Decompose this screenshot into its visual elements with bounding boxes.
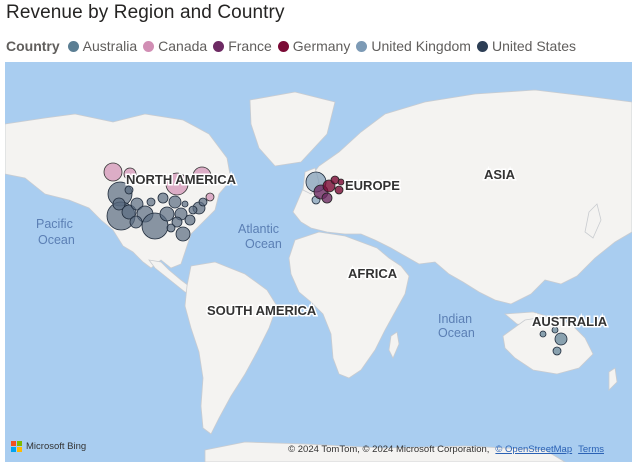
label-north-america: NORTH AMERICA [126,172,237,187]
bubble-canada[interactable] [205,192,215,202]
bubble-united-states[interactable] [129,215,143,229]
legend-marker [213,40,225,52]
bubble-united-states[interactable] [171,216,183,228]
bubble-united-states[interactable] [112,197,126,211]
africa-shape [288,231,410,379]
label-atlantic-ocean-1: Atlantic [238,222,279,236]
bubble-united-states[interactable] [175,226,191,242]
bubble-united-states[interactable] [157,192,169,204]
bubble-united-states[interactable] [166,223,176,233]
japan-shape [584,203,602,239]
legend-item-united-kingdom[interactable]: United Kingdom [356,38,471,54]
legend-marker [277,40,289,52]
legend-marker [143,40,155,52]
bubble-united-states[interactable] [188,205,198,215]
terms-link[interactable]: Terms [578,444,604,455]
bubble-australia[interactable] [552,346,562,356]
greenland-shape [249,91,336,167]
legend-label: France [228,38,272,54]
bing-label: Microsoft Bing [26,441,87,452]
bubble-united-states[interactable] [159,206,175,222]
bubble-united-states[interactable] [124,185,134,195]
bubble-united-states[interactable] [130,197,144,211]
label-pacific-ocean-2: Ocean [38,233,75,247]
legend-marker [356,40,368,52]
openstreetmap-link[interactable]: © OpenStreetMap [495,444,573,455]
australia-shape [502,315,594,375]
world-map[interactable]: NORTH AMERICA SOUTH AMERICA EUROPE AFRIC… [5,62,632,462]
legend-label: United Kingdom [371,38,471,54]
madagascar-shape [388,331,400,359]
legend-marker [476,40,488,52]
bubble-australia[interactable] [551,326,559,334]
label-pacific-ocean-1: Pacific [36,217,73,231]
label-south-america: SOUTH AMERICA [207,303,317,318]
legend-label: United States [491,38,577,54]
attribution: © 2024 TomTom, © 2024 Microsoft Corporat… [288,444,604,455]
map-canvas[interactable]: NORTH AMERICA SOUTH AMERICA EUROPE AFRIC… [5,62,632,462]
legend: Country Australia Canada France Germany … [6,37,582,55]
bubble-canada[interactable] [165,172,189,196]
bubble-australia[interactable] [539,330,547,338]
label-atlantic-ocean-2: Ocean [245,237,282,251]
label-indian-ocean-2: Ocean [438,326,475,340]
label-indian-ocean-1: Indian [438,312,472,326]
bubble-canada[interactable] [123,167,137,181]
legend-item-france[interactable]: France [213,38,272,54]
legend-label: Australia [82,38,138,54]
copyright-text: © 2024 TomTom, © 2024 Microsoft Corporat… [288,444,490,455]
new-zealand-shape [608,367,618,391]
south-america-shape [184,261,278,435]
bubble-germany[interactable] [337,178,345,186]
legend-marker [67,40,79,52]
label-asia: ASIA [484,167,516,182]
legend-label: Canada [158,38,208,54]
bubble-australia[interactable] [554,332,568,346]
bing-brand: Microsoft Bing [11,441,86,452]
bubble-united-states[interactable] [181,200,189,208]
antarctica-shape [204,441,566,462]
landmasses [5,89,632,462]
bubble-united-states[interactable] [168,195,182,209]
legend-item-australia[interactable]: Australia [67,38,138,54]
legend-item-canada[interactable]: Canada [143,38,207,54]
visual-title: Revenue by Region and Country [6,2,285,23]
bubble-france[interactable] [321,192,333,204]
microsoft-logo-icon [11,441,22,452]
legend-item-germany[interactable]: Germany [277,38,351,54]
label-australia: AUSTRALIA [532,314,608,329]
eurasia-shape [292,89,632,305]
legend-item-united-states[interactable]: United States [476,38,577,54]
bubbles-layer [103,162,568,356]
legend-title: Country [6,38,60,54]
bubble-canada[interactable] [103,162,123,182]
label-africa: AFRICA [348,266,398,281]
bubble-united-states[interactable] [184,214,196,226]
bubble-germany[interactable] [334,185,344,195]
bubble-united-states[interactable] [198,197,208,207]
map-footer: Microsoft Bing © 2024 TomTom, © 2024 Mic… [5,436,632,460]
label-europe: EUROPE [345,178,400,193]
bubble-canada[interactable] [192,166,212,186]
legend-label: Germany [292,38,351,54]
bubble-united-states[interactable] [146,197,156,207]
